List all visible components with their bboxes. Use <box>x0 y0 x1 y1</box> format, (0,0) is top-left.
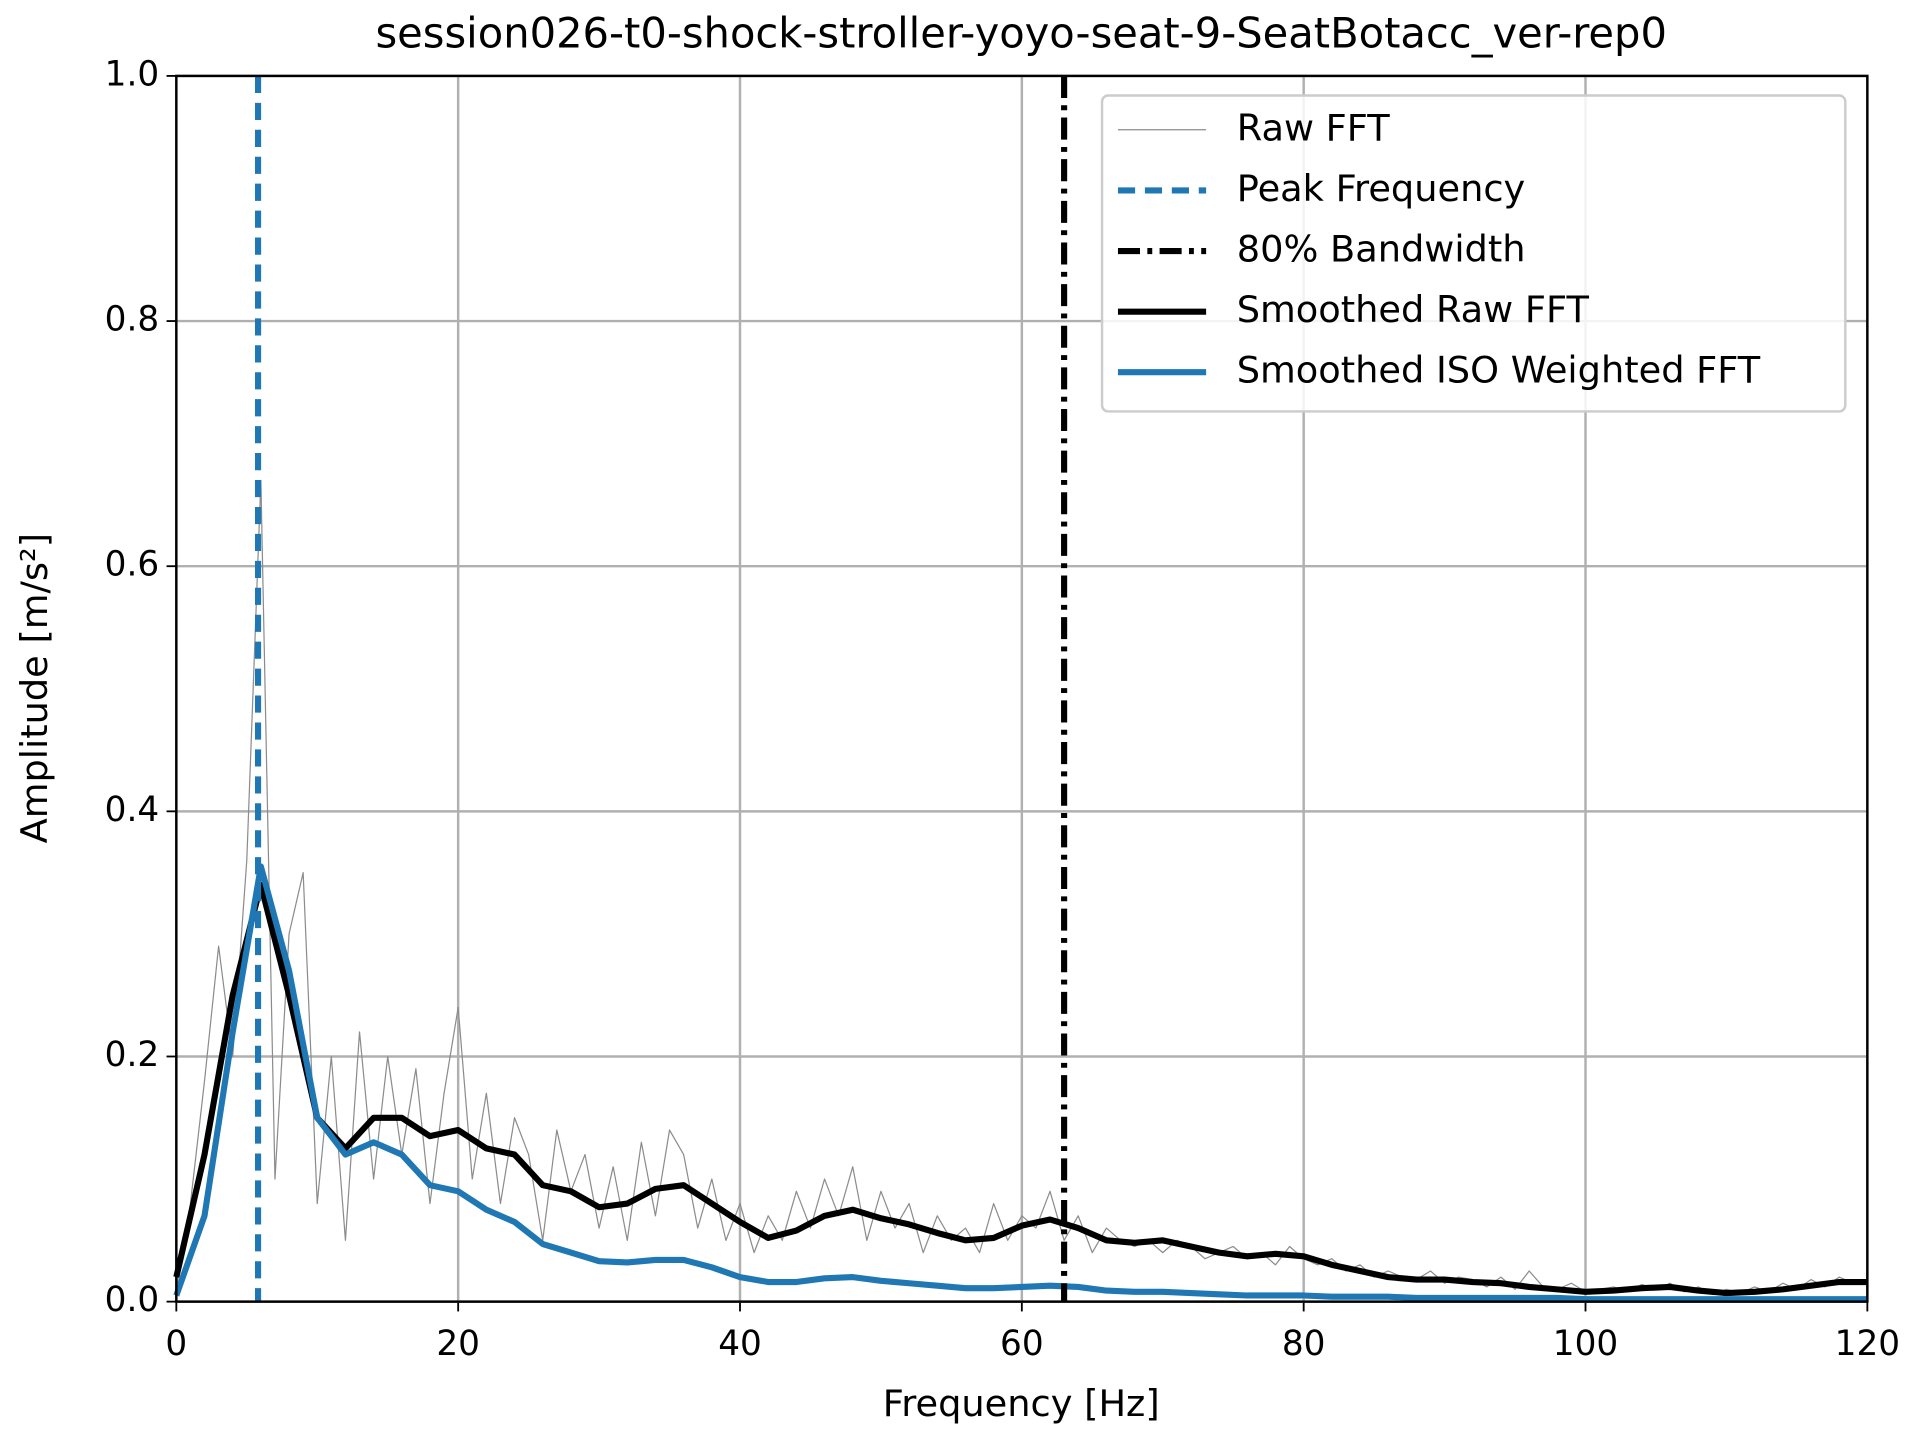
legend-label: Smoothed ISO Weighted FFT <box>1237 349 1761 392</box>
y-tick-label: 0.4 <box>105 790 160 830</box>
y-tick-label: 0.0 <box>105 1280 160 1320</box>
x-tick-label: 120 <box>1835 1324 1900 1364</box>
x-tick-label: 80 <box>1282 1324 1326 1364</box>
legend-label: Smoothed Raw FFT <box>1237 288 1590 331</box>
legend-label: Raw FFT <box>1237 106 1391 149</box>
series-line <box>173 863 1868 1303</box>
x-axis-label: Frequency [Hz] <box>883 1382 1160 1425</box>
chart-title: session026-t0-shock-stroller-yoyo-seat-9… <box>376 9 1667 58</box>
series-line <box>173 881 1868 1297</box>
legend-label: 80% Bandwidth <box>1237 228 1526 271</box>
x-tick-label: 100 <box>1553 1324 1618 1364</box>
legend-box <box>1100 94 1847 413</box>
legend-label: Peak Frequency <box>1237 167 1526 210</box>
x-tick-label: 40 <box>718 1324 762 1364</box>
x-tick-label: 20 <box>436 1324 480 1364</box>
legend: Raw FFT Peak Frequency 80% Bandwidth Smooth… <box>1100 94 1847 413</box>
x-tick-label: 0 <box>165 1324 187 1364</box>
y-tick-label: 0.6 <box>105 545 160 585</box>
y-tick-label: 0.2 <box>105 1035 160 1075</box>
x-tick-label: 60 <box>1000 1324 1044 1364</box>
y-tick-label: 1.0 <box>105 54 160 94</box>
y-axis-label: Amplitude [m/s²] <box>13 533 56 843</box>
y-tick-label: 0.8 <box>105 300 160 340</box>
plot-frame <box>175 74 1869 1303</box>
